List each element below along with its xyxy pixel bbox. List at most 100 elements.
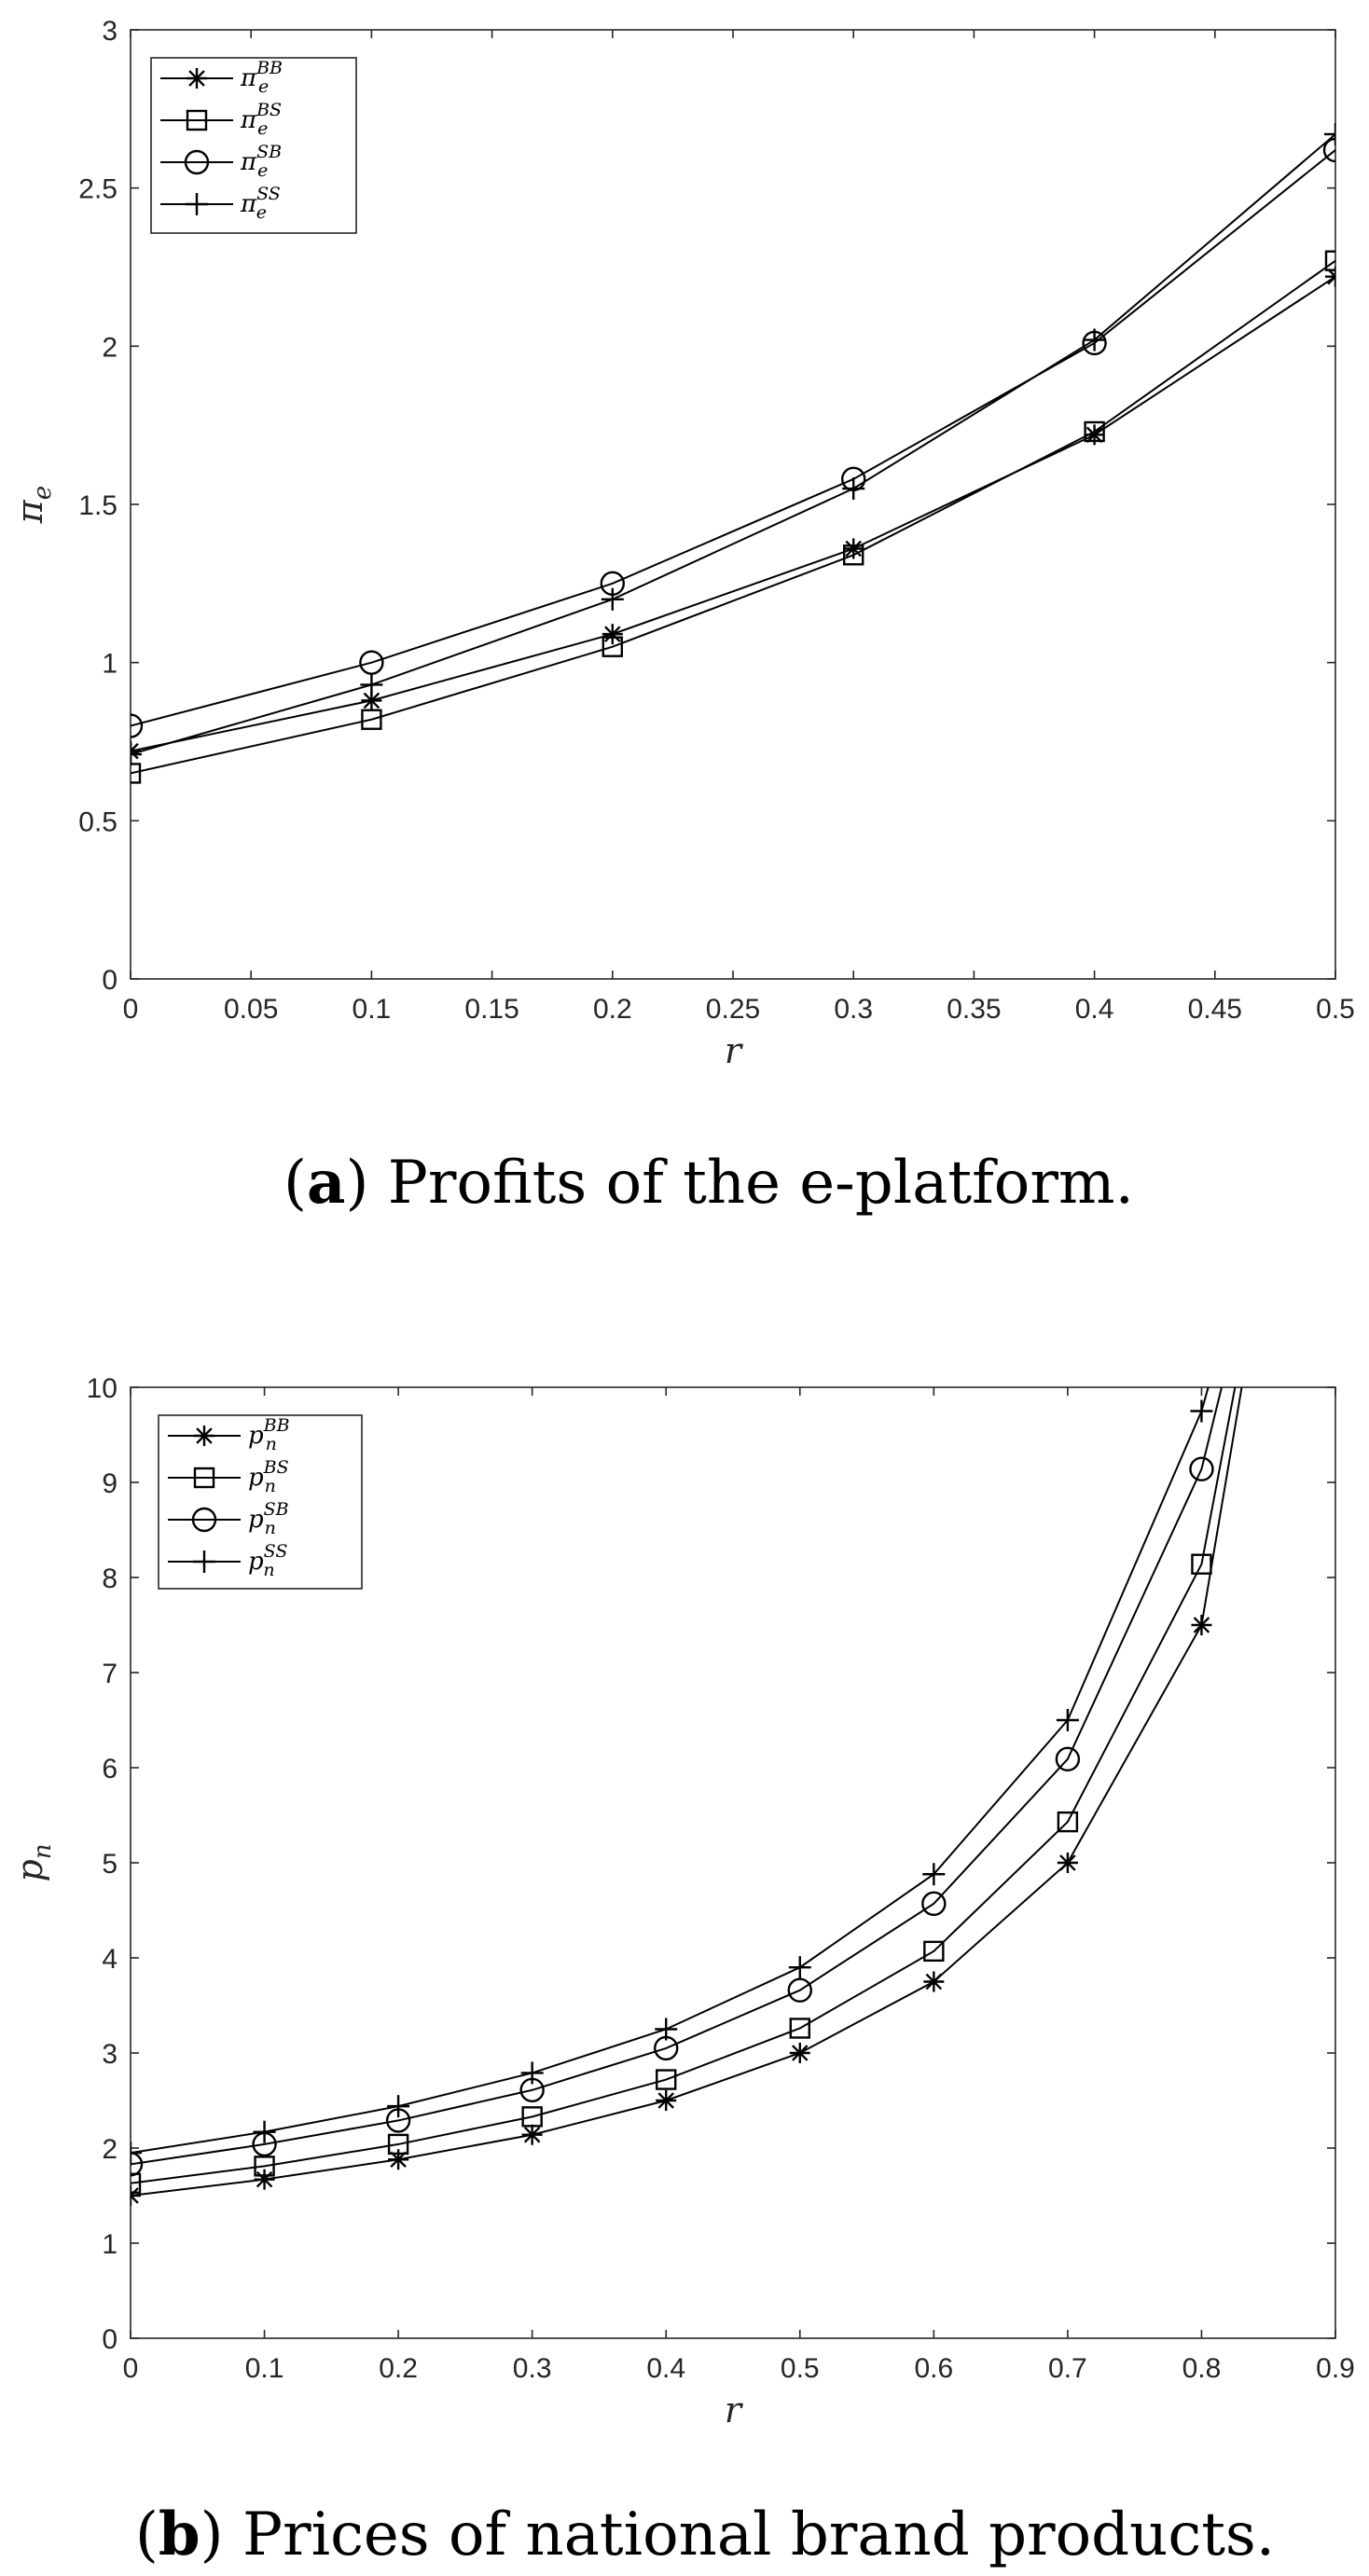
legend-sup: SS bbox=[264, 1541, 288, 1562]
legend-sup: SB bbox=[256, 142, 282, 162]
x-tick-label: 0.3 bbox=[513, 2353, 552, 2384]
y-tick-label: 4 bbox=[102, 1944, 118, 1975]
series-line-bs bbox=[131, 1387, 1237, 2184]
y-tick-label: 0 bbox=[102, 965, 118, 996]
series-line-sb bbox=[131, 1387, 1223, 2166]
legend-sub: e bbox=[258, 76, 269, 97]
x-tick-label: 0.2 bbox=[593, 994, 632, 1025]
y-axis-label-main: π bbox=[9, 499, 50, 524]
legend-sub: e bbox=[256, 202, 267, 223]
legend-sup: SB bbox=[264, 1499, 289, 1520]
legend-sup: BB bbox=[263, 1415, 290, 1436]
data-point-bs bbox=[1057, 1811, 1079, 1833]
data-point-bs bbox=[361, 709, 382, 730]
legend-entry-ss: πSS e bbox=[240, 184, 281, 223]
data-point-ss bbox=[131, 743, 142, 766]
x-tick-label: 0.4 bbox=[646, 2353, 685, 2384]
x-tick-label: 0.5 bbox=[781, 2353, 820, 2384]
caption-close: ) bbox=[345, 1149, 387, 1218]
legend-marker-ss bbox=[186, 193, 208, 215]
series-line-bb bbox=[131, 1387, 1243, 2197]
legend-sup: BS bbox=[263, 1457, 289, 1478]
legend-base: π bbox=[240, 190, 257, 218]
x-tick-label: 0.4 bbox=[1075, 994, 1114, 1025]
data-point-sb bbox=[131, 713, 144, 738]
chart-prices: 0 0.1 0.2 0.3 0.4 0.5 0.6 0.7 0.8 0.9 0 1 2 3 4 5 6 7 8 9 10… bbox=[9, 1373, 1355, 2569]
data-point-bb bbox=[131, 740, 141, 762]
y-tick-label: 10 bbox=[87, 1373, 118, 1404]
data-point-bb bbox=[923, 1971, 945, 1992]
caption-text: Profits of the e-platform. bbox=[388, 1149, 1134, 1218]
data-point-bs bbox=[131, 763, 142, 784]
data-point-sb bbox=[1322, 137, 1335, 163]
y-tick-label: 2.5 bbox=[78, 174, 118, 205]
y-tick-label: 0.5 bbox=[78, 806, 118, 837]
caption-close: ) bbox=[201, 2500, 242, 2569]
y-tick-label: 1 bbox=[102, 2229, 118, 2260]
x-tick-label: 0.1 bbox=[245, 2353, 284, 2384]
caption-open: ( bbox=[135, 2500, 159, 2569]
legend-base: π bbox=[240, 106, 257, 134]
data-point-bb bbox=[1325, 266, 1335, 287]
data-point-bs bbox=[656, 2069, 677, 2090]
data-point-ss bbox=[1056, 1709, 1079, 1731]
legend-base: p bbox=[248, 1548, 264, 1576]
y-axis-label: πe bbox=[9, 486, 57, 524]
legend-sup: SS bbox=[256, 184, 281, 204]
data-point-sb bbox=[787, 1977, 812, 2003]
x-tick-label: 0.1 bbox=[353, 994, 392, 1025]
x-tick-label: 0.35 bbox=[947, 994, 1001, 1025]
y-axis-label-sub: e bbox=[29, 486, 57, 500]
x-tick-label: 0.7 bbox=[1048, 2353, 1087, 2384]
legend-sub: n bbox=[265, 1518, 276, 1538]
chart-profits: 0 0.05 0.1 0.15 0.2 0.25 0.3 0.35 0.4 0.45 0.5 0 0.5… bbox=[9, 16, 1355, 1218]
data-point-bs bbox=[131, 2172, 142, 2194]
y-tick-label: 9 bbox=[102, 1468, 118, 1499]
data-point-ss bbox=[387, 2095, 410, 2118]
data-point-bb bbox=[602, 624, 623, 645]
legend-box bbox=[158, 1414, 363, 1590]
x-tick-label: 0.3 bbox=[834, 994, 873, 1025]
y-tick-label: 1 bbox=[102, 649, 118, 680]
data-point-bb bbox=[131, 2185, 141, 2206]
data-point-ss bbox=[1083, 328, 1106, 351]
data-point-bb bbox=[254, 2169, 275, 2190]
legend-marker-bs bbox=[186, 109, 208, 131]
data-point-bb bbox=[1057, 1853, 1078, 1873]
legend-marker-bb bbox=[194, 1426, 214, 1446]
series-line-sb bbox=[131, 149, 1335, 727]
data-point-ss bbox=[842, 477, 865, 501]
figure-caption: (a) Profits of the e-platform. bbox=[283, 1148, 1134, 1218]
data-point-sb bbox=[1189, 1456, 1214, 1481]
y-tick-label: 5 bbox=[102, 1849, 118, 1880]
y-axis-label-main: p bbox=[9, 1859, 50, 1881]
legend-entry-bs: pBS n bbox=[248, 1457, 289, 1496]
y-axis-label-sub: n bbox=[29, 1843, 57, 1859]
data-point-sb bbox=[131, 2152, 144, 2177]
x-axis-label: r bbox=[725, 2390, 744, 2431]
legend-entry-sb: πSB e bbox=[240, 142, 282, 181]
series-line-bs bbox=[131, 259, 1335, 775]
x-tick-label: 0.6 bbox=[914, 2353, 953, 2384]
y-tick-label: 7 bbox=[102, 1659, 118, 1689]
legend-sup: BB bbox=[256, 58, 283, 78]
legend-marker-sb bbox=[191, 1507, 217, 1533]
y-tick-label: 0 bbox=[102, 2324, 118, 2355]
figure-caption: (b) Prices of national brand products. bbox=[135, 2500, 1275, 2569]
y-tick-label: 2 bbox=[102, 2134, 118, 2165]
data-point-ss bbox=[922, 1863, 946, 1886]
y-tick-label: 6 bbox=[102, 1754, 118, 1784]
x-tick-label: 0.2 bbox=[379, 2353, 418, 2384]
y-tick-label: 3 bbox=[102, 16, 118, 47]
data-point-sb bbox=[1055, 1746, 1081, 1772]
series-group bbox=[131, 1387, 1243, 2206]
legend-marker-bb bbox=[187, 68, 207, 89]
legend-entry-sb: pSB n bbox=[248, 1499, 289, 1538]
data-point-bb bbox=[656, 2090, 677, 2111]
data-point-bb bbox=[388, 2149, 409, 2170]
y-tick-label: 2 bbox=[102, 332, 118, 363]
y-tick-label: 1.5 bbox=[78, 490, 118, 521]
